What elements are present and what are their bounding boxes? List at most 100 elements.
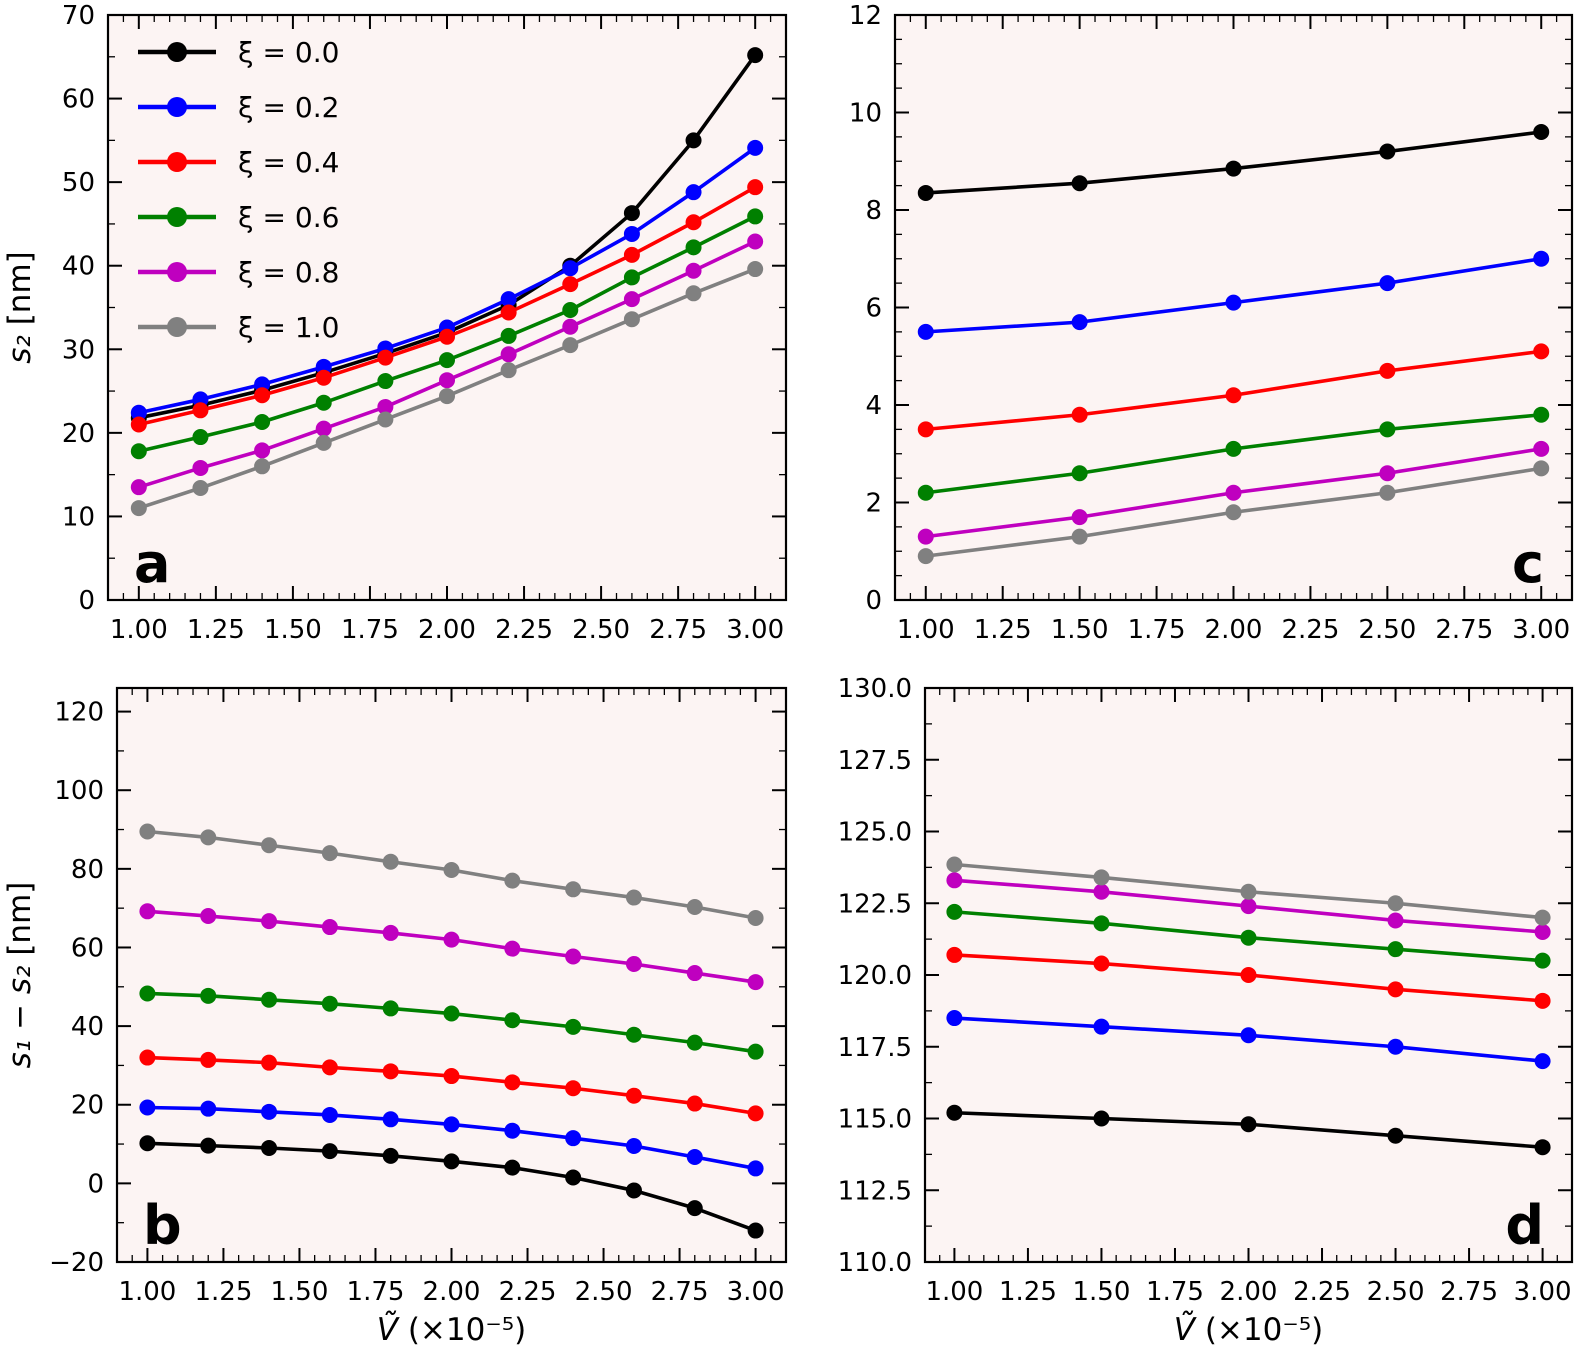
panel-label-a: a	[134, 532, 170, 595]
data-point-marker	[1225, 504, 1242, 521]
data-point-marker	[1534, 1139, 1551, 1156]
data-point-marker	[1071, 314, 1088, 331]
data-point-marker	[562, 276, 579, 293]
y-tick-label: 10	[849, 99, 882, 129]
x-tick-label: 1.50	[264, 615, 322, 645]
data-point-marker	[1071, 509, 1088, 526]
data-point-marker	[504, 872, 521, 889]
data-point-marker	[500, 327, 517, 344]
data-point-marker	[500, 362, 517, 379]
data-point-marker	[261, 837, 278, 854]
data-point-marker	[439, 388, 455, 405]
data-point-marker	[200, 908, 217, 925]
axes-frame	[893, 13, 1574, 602]
panel-label-b: b	[143, 1194, 182, 1257]
x-tick-label: 1.00	[925, 1277, 983, 1307]
data-point-marker	[747, 1043, 764, 1060]
x-tick-label: 2.50	[1358, 615, 1416, 645]
data-point-marker	[1533, 250, 1550, 267]
data-point-marker	[377, 411, 394, 428]
legend-item: ξ = 1.0	[138, 311, 339, 344]
data-point-marker	[686, 1200, 703, 1217]
data-point-marker	[315, 394, 332, 411]
data-point-marker	[747, 139, 764, 156]
data-point-marker	[139, 823, 156, 840]
data-point-marker	[504, 1012, 521, 1029]
panel-a: 1.00 1.25 1.50 1.75 2.00 2.25 2.50 2.75 3.00 0 10 2…	[2, 1, 788, 645]
x-tick-label: 2.50	[575, 1277, 633, 1307]
data-point-marker	[686, 965, 703, 982]
legend-marker-swatch	[167, 152, 187, 172]
data-point-marker	[443, 1005, 460, 1022]
data-point-marker	[382, 1111, 399, 1128]
y-tick-label: 80	[71, 855, 104, 885]
panel-c: 1.00 1.25 1.50 1.75 2.00 2.25 2.50 2.75 3.00 0 2 4 6…	[849, 1, 1574, 645]
data-point-marker	[139, 1135, 156, 1152]
panel-d: 1.00 1.25 1.50 1.75 2.00 2.25 2.50 2.75 3.00 110.…	[838, 674, 1574, 1348]
data-point-marker	[623, 246, 640, 263]
data-point-marker	[1225, 160, 1242, 177]
data-point-marker	[1240, 1027, 1257, 1044]
x-tick-label: 1.25	[974, 615, 1032, 645]
data-point-marker	[625, 889, 642, 906]
data-point-marker	[377, 398, 394, 415]
data-point-marker	[315, 369, 332, 386]
data-point-marker	[917, 484, 934, 501]
data-point-marker	[1534, 992, 1551, 1009]
axes-frame	[923, 686, 1574, 1264]
y-tick-label: 122.5	[838, 889, 912, 919]
x-tick-label: 2.00	[1205, 615, 1263, 645]
data-point-marker	[1240, 898, 1257, 915]
y-tick-label: 6	[865, 294, 882, 324]
data-point-marker	[946, 946, 963, 963]
data-point-marker	[565, 1018, 582, 1035]
y-tick-label: 60	[71, 933, 104, 963]
data-point-marker	[1240, 967, 1257, 983]
plot-area	[108, 15, 786, 600]
data-point-marker	[261, 1054, 278, 1071]
x-tick-label: 2.75	[1435, 615, 1493, 645]
x-tick-label: 1.50	[1073, 1277, 1131, 1307]
data-point-marker	[192, 459, 209, 476]
data-point-marker	[254, 442, 271, 459]
data-point-marker	[1379, 275, 1396, 292]
data-point-marker	[686, 1149, 703, 1166]
data-point-marker	[946, 856, 963, 873]
data-point-marker	[747, 1105, 764, 1122]
x-tick-label: 2.25	[495, 615, 553, 645]
x-tick-label: 1.75	[341, 615, 399, 645]
data-point-marker	[562, 337, 579, 354]
ticks	[924, 687, 1573, 1263]
data-point-marker	[625, 1138, 642, 1155]
data-point-marker	[685, 262, 702, 279]
data-point-marker	[1093, 869, 1110, 886]
y-tick-label: 12	[849, 1, 882, 31]
data-point-marker	[130, 500, 147, 517]
data-point-marker	[623, 311, 640, 328]
legend-marker-swatch	[167, 262, 187, 282]
y-tick-label: 125.0	[838, 818, 912, 848]
data-point-marker	[565, 1080, 582, 1097]
y-tick-label: 40	[62, 252, 95, 282]
x-tick-label: 1.25	[999, 1277, 1057, 1307]
data-point-marker	[946, 1010, 963, 1027]
ticks	[107, 14, 787, 601]
data-point-marker	[1093, 1018, 1110, 1035]
data-point-marker	[500, 304, 517, 321]
data-point-marker	[747, 909, 764, 926]
data-point-marker	[1071, 406, 1088, 423]
x-axis-label-d: Ṽ (×10⁻⁵)	[1174, 1312, 1323, 1348]
data-point-marker	[565, 1169, 582, 1186]
x-tick-label: 1.00	[118, 1277, 176, 1307]
legend-label: ξ = 1.0	[238, 311, 339, 344]
data-point-marker	[1387, 1127, 1404, 1144]
data-point-marker	[439, 372, 455, 389]
data-point-marker	[1240, 1116, 1257, 1133]
data-point-marker	[443, 931, 460, 948]
data-point-marker	[315, 420, 332, 437]
y-tick-label: 20	[62, 419, 95, 449]
data-point-marker	[192, 429, 209, 446]
data-point-marker	[261, 1139, 278, 1156]
y-tick-label: 130.0	[838, 674, 912, 704]
